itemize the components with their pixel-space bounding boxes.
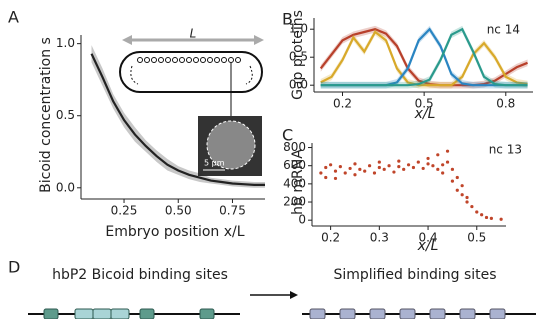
y-tick-label: 0 [298, 213, 306, 227]
y-axis-label: Gap proteins [290, 10, 306, 100]
point [421, 166, 425, 171]
point [436, 153, 440, 157]
point [441, 171, 445, 175]
point [450, 167, 455, 171]
point [387, 164, 391, 168]
binding-diagram: hbP2 Bicoid binding sites Simplified bin… [28, 267, 536, 319]
point [353, 162, 357, 166]
point [392, 170, 396, 174]
point [333, 176, 338, 181]
point [455, 175, 459, 180]
point [426, 156, 430, 161]
point [484, 215, 489, 220]
panel-note: nc 13 [489, 143, 522, 157]
point [377, 165, 381, 170]
point [465, 195, 469, 200]
point [338, 165, 342, 169]
x-tick-label: 0.4 [419, 231, 438, 245]
point [445, 149, 450, 153]
x-tick-label: 0.75 [219, 204, 246, 218]
x-tick-label: 0.8 [496, 97, 515, 111]
line [90, 53, 265, 187]
panel-label: C [282, 126, 293, 145]
panel-label: D [8, 258, 20, 277]
point [475, 210, 479, 214]
point [465, 200, 469, 204]
diagram-title: hbP2 Bicoid binding sites [52, 267, 228, 283]
point [431, 164, 435, 168]
point [402, 167, 406, 171]
line [320, 27, 528, 87]
point [460, 193, 464, 197]
error-band [320, 25, 528, 89]
point [333, 169, 338, 173]
point [499, 217, 503, 221]
x-tick-label: 0.50 [165, 204, 192, 218]
panel-label: A [8, 8, 19, 27]
point [377, 160, 381, 164]
y-tick-label: 0.0 [289, 78, 308, 92]
point [406, 163, 411, 167]
point [455, 188, 459, 192]
point [489, 216, 493, 220]
y-tick-label: 600 [283, 158, 306, 172]
point [358, 167, 362, 171]
point [411, 165, 416, 170]
point [460, 184, 464, 188]
point [397, 159, 401, 163]
point [363, 169, 367, 173]
y-tick-label: 400 [283, 176, 306, 190]
x-axis-label: x/L [414, 106, 436, 122]
point [329, 163, 333, 167]
point [450, 179, 455, 183]
y-tick-label: 0.0 [56, 180, 75, 194]
point [382, 167, 386, 171]
point [445, 160, 450, 164]
point [367, 164, 372, 168]
point [426, 162, 430, 166]
point [470, 204, 474, 209]
point [416, 160, 420, 164]
x-tick-label: 0.5 [467, 231, 486, 245]
error-band [320, 25, 528, 89]
point [480, 213, 484, 217]
point [441, 163, 445, 167]
x-tick-label: 0.5 [415, 97, 434, 111]
point [319, 171, 323, 175]
x-tick-label: 0.3 [370, 231, 389, 245]
point [348, 166, 352, 171]
panel-note: nc 14 [487, 23, 520, 37]
diagram-title: Simplified binding sites [333, 267, 496, 283]
point [324, 175, 328, 180]
embryo-inset: L 5 μm [119, 27, 264, 176]
point [324, 165, 328, 170]
inset-label: L [190, 27, 197, 41]
x-tick-label: 0.2 [321, 231, 340, 245]
point [353, 173, 357, 177]
point [436, 167, 440, 171]
panel-label: B [282, 10, 293, 29]
error-band [91, 45, 265, 188]
point [372, 171, 377, 175]
point [343, 171, 347, 175]
y-tick-label: 0.5 [56, 108, 75, 122]
x-tick-label: 0.2 [333, 97, 352, 111]
x-tick-label: 0.25 [111, 204, 138, 218]
y-tick-label: 0.5 [289, 50, 308, 64]
scale-label: 5 μm [204, 159, 225, 168]
y-tick-label: 200 [283, 195, 306, 209]
x-axis-label: x/L [417, 238, 439, 254]
y-axis-label: hb mRNA [290, 149, 306, 215]
y-tick-label: 1.0 [56, 36, 75, 50]
x-axis-label: Embryo position x/L [105, 224, 244, 240]
line [320, 30, 528, 87]
y-axis-label: Bicoid concentration s [38, 37, 54, 193]
point [397, 165, 401, 169]
y-tick-label: 1.0 [289, 22, 308, 36]
y-tick-label: 800 [283, 140, 306, 154]
